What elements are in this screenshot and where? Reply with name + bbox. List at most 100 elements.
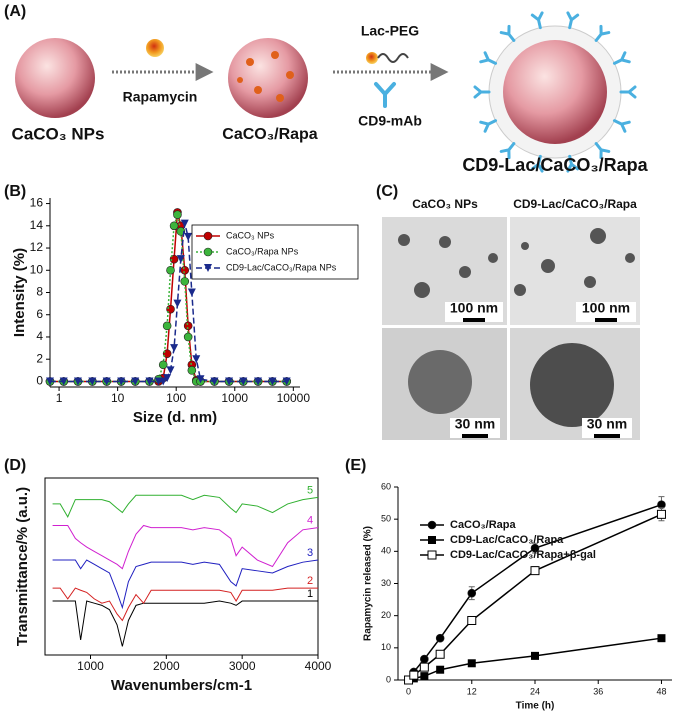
antibody (473, 85, 491, 99)
marker (203, 247, 213, 257)
antibody (566, 154, 580, 173)
marker (145, 377, 154, 386)
legend-label: 4 (307, 515, 313, 527)
marker (420, 654, 429, 664)
tem-panel: (C) CaCO₃ NPs CD9-Lac/CaCO₃/Rapa 100 nm … (376, 183, 640, 440)
nanoparticle (228, 38, 308, 118)
y-tick-label: 60 (381, 481, 391, 491)
marker (419, 662, 429, 672)
marker (239, 377, 248, 386)
series-line (52, 494, 319, 518)
marker (46, 377, 54, 386)
marker (73, 377, 82, 386)
panel-label: (D) (4, 457, 26, 474)
x-tick-label: 12 (467, 686, 477, 696)
legend-label: CaCO₃/Rapa NPs (226, 246, 299, 256)
marker (196, 375, 205, 384)
panel-label: (E) (345, 457, 366, 474)
series-line (52, 524, 319, 570)
y-tick-label: 4 (36, 329, 43, 343)
antibody (619, 85, 637, 99)
marker (159, 377, 168, 386)
x-tick-label: 10 (111, 391, 125, 405)
marker (427, 520, 437, 530)
y-tick-label: 6 (36, 307, 43, 321)
marker (531, 651, 539, 660)
marker (657, 634, 666, 643)
loaded-drug (237, 51, 294, 102)
legend-label: 5 (307, 484, 313, 496)
legend-label: 3 (307, 547, 313, 559)
x-tick-label: 4000 (305, 659, 332, 673)
marker (428, 536, 436, 544)
scale-bar-label: 30 nm (455, 416, 495, 432)
series-line (52, 587, 318, 622)
marker (210, 377, 219, 386)
scheme-label: CD9-Lac/CaCO₃/Rapa (462, 155, 648, 175)
marker (435, 633, 445, 643)
marker (404, 675, 414, 685)
y-tick-label: 20 (381, 610, 391, 620)
marker (170, 344, 179, 353)
marker (180, 265, 190, 275)
x-axis-label: Wavenumbers/cm-1 (111, 677, 252, 694)
plot-frame (44, 477, 319, 656)
panel-label: (B) (4, 183, 26, 200)
marker (117, 377, 126, 386)
x-tick-label: 1000 (221, 391, 248, 405)
marker (203, 231, 213, 241)
antibody (530, 11, 544, 30)
y-axis-label: Rapamycin released (%) (363, 526, 374, 641)
x-tick-label: 3000 (229, 659, 256, 673)
x-tick-label: 10000 (277, 391, 311, 405)
particles (398, 228, 635, 427)
scheme-label: CD9-mAb (358, 113, 422, 129)
marker (102, 377, 111, 386)
nanoparticle (15, 38, 95, 118)
marker (192, 355, 201, 364)
legend-label: 2 (307, 575, 313, 587)
marker (656, 509, 666, 519)
marker (184, 232, 193, 241)
scheme: (A) CaCO₃ NPs Rapamycin CaCO₃/Rapa Lac-P… (4, 3, 649, 175)
antibody (499, 24, 516, 42)
legend-box (191, 224, 359, 280)
antibody (566, 11, 580, 30)
scale-bar-label: 100 nm (582, 300, 630, 316)
x-tick-label: 100 (166, 391, 186, 405)
lac-peg-icon (366, 52, 409, 64)
marker (436, 665, 445, 674)
marker (254, 377, 263, 386)
antibodies (473, 11, 637, 173)
legend-label: CaCO₃/Rapa (450, 519, 516, 531)
y-tick-label: 0 (36, 374, 43, 388)
antibody (479, 51, 498, 65)
marker (158, 360, 168, 370)
scale-bars: 100 nm 100 nm 30 nm 30 nm (445, 300, 636, 438)
series-line (52, 559, 319, 610)
legend-label: CD9-Lac/CaCO₃/Rapa (450, 534, 564, 546)
marker (180, 219, 189, 228)
marker (282, 377, 291, 386)
y-tick-label: 40 (381, 546, 391, 556)
antibody (594, 142, 611, 160)
marker (409, 670, 419, 680)
legend-label: 1 (307, 588, 313, 600)
legend-label: CD9-Lac/CaCO₃/Rapa NPs (226, 262, 337, 272)
marker (173, 299, 182, 308)
marker (530, 566, 540, 576)
series-line (52, 600, 318, 647)
column-title: CD9-Lac/CaCO₃/Rapa (513, 197, 637, 211)
antibody (594, 24, 611, 42)
scale-bar-label: 100 nm (450, 300, 498, 316)
marker (180, 277, 190, 286)
y-tick-label: 8 (36, 285, 43, 299)
x-tick-label: 36 (593, 686, 603, 696)
y-tick-label: 12 (30, 240, 44, 254)
marker (420, 672, 429, 681)
panel-label: (A) (4, 3, 26, 20)
legend-label: CaCO₃ NPs (226, 230, 275, 240)
y-tick-label: 14 (30, 218, 44, 232)
